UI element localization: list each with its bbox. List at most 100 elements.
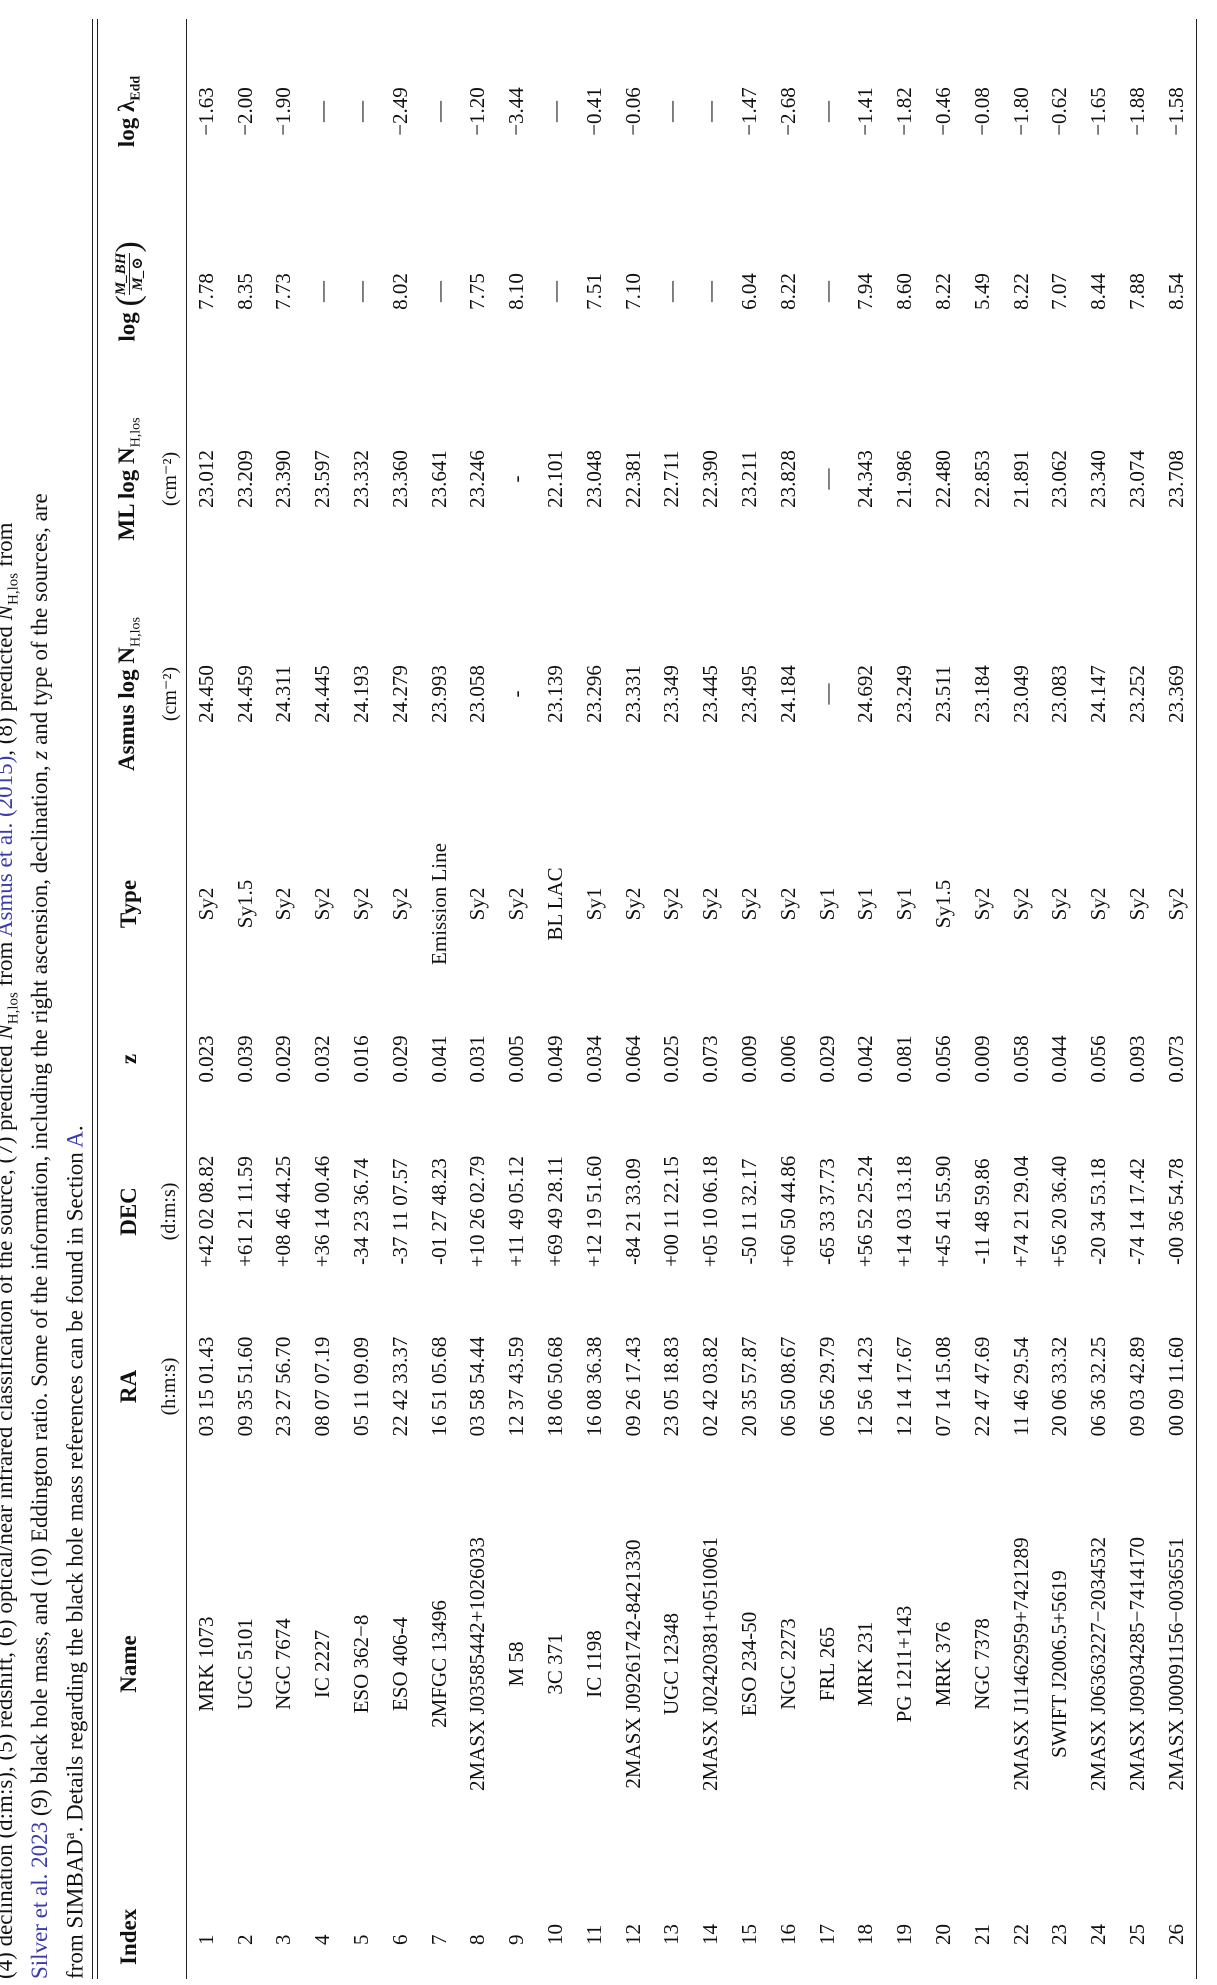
cell-name: NGC 2273 bbox=[775, 1618, 800, 1710]
caption-text: . bbox=[62, 1125, 88, 1132]
cell-ml-nh: 23.209 bbox=[232, 450, 257, 508]
cell-type: Sy2 bbox=[659, 887, 684, 921]
caption-line-2: Silver et al. 2023 (9) black hole mass, … bbox=[26, 493, 54, 1979]
table-row: 9 M 58 12 37 43.59 +11 49 05.12 0.005 Sy2 - - 8.… bbox=[497, 19, 536, 1979]
table-row: 25 2MASX J09034285−7414170 09 03 42.89 -74 … bbox=[1118, 19, 1157, 1979]
cell-dec: -00 36 54.78 bbox=[1156, 1119, 1197, 1304]
header-ml: ML log NH,los bbox=[96, 379, 152, 579]
cell-asmus-nh: 23.296 bbox=[581, 665, 606, 723]
cell-ml-nh: 21.891 bbox=[1008, 450, 1033, 508]
citation-link[interactable]: A bbox=[62, 1131, 88, 1148]
cell-dec: +42 02 08.82 bbox=[193, 1155, 218, 1268]
cell-index: 7 bbox=[426, 1934, 451, 1946]
table-row: 26 2MASX J00091156−0036551 00 09 11.60 -00 … bbox=[1156, 19, 1197, 1979]
citation-link[interactable]: Asmus et al. (2015) bbox=[0, 755, 17, 938]
cell-name: ESO 406-4 bbox=[387, 1617, 412, 1711]
header-edd-sub: Edd bbox=[128, 75, 144, 101]
cell-index: 17 bbox=[814, 1924, 839, 1945]
cell-z: 0.023 bbox=[193, 1035, 218, 1083]
cell-dec: +56 20 36.40 bbox=[1047, 1155, 1072, 1268]
cell-name: 2MASX J03585442+1026033 bbox=[465, 1537, 490, 1791]
cell-ml-nh: 23.211 bbox=[737, 450, 762, 508]
cell-log-mbh: — bbox=[543, 281, 568, 302]
cell-log-edd: −1.90 bbox=[271, 87, 296, 136]
header-name: Name bbox=[116, 1635, 141, 1693]
cell-log-mbh: — bbox=[349, 281, 374, 302]
cell-asmus-nh: 24.193 bbox=[349, 665, 374, 723]
cell-ra: 22 47 47.69 bbox=[969, 1336, 994, 1437]
cell-name: IC 1198 bbox=[581, 1630, 606, 1698]
cell-type: Sy2 bbox=[1086, 887, 1111, 921]
citation-link[interactable]: Silver et al. 2023 bbox=[27, 1821, 52, 1979]
header-row: Index Name RA DEC z Type Asmus log NH,lo… bbox=[96, 19, 152, 1979]
cell-z: 0.005 bbox=[504, 1035, 529, 1083]
cell-ml-nh: 23.390 bbox=[271, 450, 296, 508]
table-row: 24 2MASX J06363227−2034532 06 36 32.25 -20 … bbox=[1079, 19, 1118, 1979]
header-edd-text: log λ bbox=[113, 100, 139, 148]
cell-ra: 06 50 08.67 bbox=[775, 1336, 800, 1437]
cell-dec: +60 50 44.86 bbox=[775, 1155, 800, 1268]
cell-ml-nh: 22.853 bbox=[969, 450, 994, 508]
caption-line-3: from SIMBADa. Details regarding the blac… bbox=[56, 1125, 90, 1979]
cell-dec: -65 33 37.73 bbox=[814, 1158, 839, 1265]
table-row: 15 ESO 234-50 20 35 57.87 -50 11 32.17 0.009… bbox=[730, 19, 769, 1979]
cell-type: Sy2 bbox=[310, 887, 335, 921]
cell-ml-nh: 23.074 bbox=[1125, 450, 1150, 508]
header-ml-sub: H,los bbox=[128, 417, 144, 448]
cell-log-edd: −2.00 bbox=[232, 87, 257, 136]
unit-cell: (cm⁻²) bbox=[152, 379, 187, 579]
cell-type: Sy2 bbox=[737, 887, 762, 921]
cell-log-edd: −0.08 bbox=[969, 87, 994, 136]
table-row: 23 SWIFT J2006.5+5619 20 06 33.32 +56 20 36… bbox=[1041, 19, 1080, 1979]
cell-z: 0.009 bbox=[737, 1035, 762, 1083]
cell-z: 0.056 bbox=[931, 1035, 956, 1083]
cell-name: 2MASX J11462959+7421289 bbox=[1008, 1537, 1033, 1791]
header-ml-text: ML log N bbox=[113, 447, 139, 541]
cell-type: Sy1 bbox=[814, 887, 839, 921]
header-edd: log λEdd bbox=[96, 19, 152, 204]
unit-cell: (h:m:s) bbox=[152, 1304, 187, 1469]
cell-type: Sy1.5 bbox=[232, 879, 257, 929]
cell-dec: +61 21 11.59 bbox=[232, 1156, 257, 1267]
cell-log-mbh: 6.04 bbox=[737, 273, 762, 310]
cell-name: 2MASX J09034285−7414170 bbox=[1125, 1537, 1150, 1791]
cell-log-mbh: 8.54 bbox=[1156, 204, 1197, 379]
cell-ml-nh: 21.986 bbox=[892, 450, 917, 508]
table-row: 11 IC 1198 16 08 36.38 +12 19 51.60 0.034 Sy1… bbox=[575, 19, 614, 1979]
cell-name: MRK 231 bbox=[853, 1621, 878, 1707]
header-asmus-sub: H,los bbox=[128, 617, 144, 647]
cell-asmus-nh: 24.450 bbox=[193, 665, 218, 723]
cell-ra: 11 46 29.54 bbox=[1008, 1337, 1033, 1436]
cell-name: UGC 12348 bbox=[659, 1612, 684, 1716]
cell-type: Sy2 bbox=[504, 887, 529, 921]
cell-z: 0.064 bbox=[620, 1035, 645, 1083]
cell-z: 0.025 bbox=[659, 1035, 684, 1083]
cell-z: 0.073 bbox=[698, 1035, 723, 1083]
cell-log-edd: −1.47 bbox=[737, 87, 762, 136]
cell-name: SWIFT J2006.5+5619 bbox=[1047, 1570, 1072, 1758]
cell-ml-nh: - bbox=[504, 475, 529, 483]
cell-dec: +12 19 51.60 bbox=[581, 1155, 606, 1268]
caption-text: a bbox=[62, 1832, 78, 1840]
cell-log-mbh: — bbox=[310, 281, 335, 302]
table-row: 19 PG 1211+143 12 14 17.67 +14 03 13.18 0.08… bbox=[885, 19, 924, 1979]
cell-name: UGC 5101 bbox=[232, 1618, 257, 1710]
cell-type: Sy2 bbox=[465, 887, 490, 921]
cell-index: 13 bbox=[659, 1924, 684, 1945]
cell-log-edd: −1.80 bbox=[1008, 87, 1033, 136]
table-row: 4 IC 2227 08 07 07.19 +36 14 00.46 0.032 Sy2 2… bbox=[303, 19, 342, 1979]
table-row: 3 NGC 7674 23 27 56.70 +08 46 44.25 0.029 Sy2… bbox=[265, 19, 304, 1979]
cell-ml-nh: 22.711 bbox=[659, 450, 684, 508]
cell-index: 15 bbox=[737, 1924, 762, 1945]
cell-ml-nh: 23.597 bbox=[310, 450, 335, 508]
cell-type: Sy2 bbox=[349, 887, 374, 921]
cell-name: MRK 1073 bbox=[193, 1616, 218, 1712]
cell-log-mbh: 5.49 bbox=[969, 273, 994, 310]
cell-ml-nh: 22.101 bbox=[543, 450, 568, 508]
cell-ml-nh: 23.332 bbox=[349, 450, 374, 508]
cell-type: Sy2 bbox=[193, 887, 218, 921]
cell-log-edd: −2.68 bbox=[775, 87, 800, 136]
cell-log-mbh: — bbox=[426, 281, 451, 302]
cell-asmus-nh: 23.369 bbox=[1156, 579, 1197, 809]
cell-log-edd: — bbox=[310, 101, 335, 122]
